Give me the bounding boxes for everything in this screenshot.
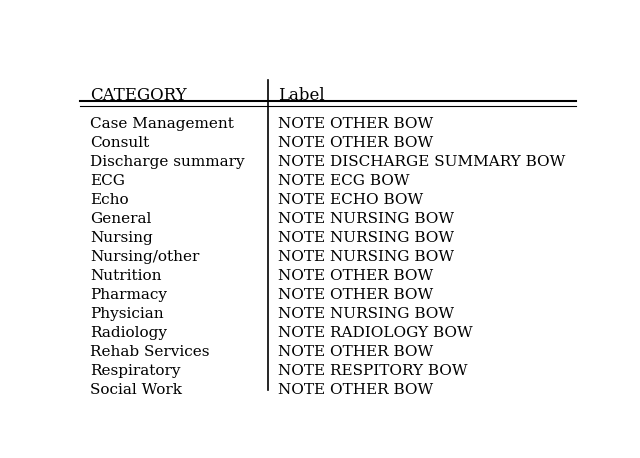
Text: Pharmacy: Pharmacy <box>90 288 167 302</box>
Text: NOTE RADIOLOGY BOW: NOTE RADIOLOGY BOW <box>278 326 473 340</box>
Text: NOTE NURSING BOW: NOTE NURSING BOW <box>278 307 454 321</box>
Text: NOTE NURSING BOW: NOTE NURSING BOW <box>278 250 454 264</box>
Text: Nursing: Nursing <box>90 231 153 245</box>
Text: NOTE RESPITORY BOW: NOTE RESPITORY BOW <box>278 364 468 378</box>
Text: Nursing/other: Nursing/other <box>90 250 199 264</box>
Text: NOTE NURSING BOW: NOTE NURSING BOW <box>278 212 454 226</box>
Text: Rehab Services: Rehab Services <box>90 345 209 359</box>
Text: NOTE DISCHARGE SUMMARY BOW: NOTE DISCHARGE SUMMARY BOW <box>278 155 566 169</box>
Text: Echo: Echo <box>90 193 129 207</box>
Text: Physician: Physician <box>90 307 164 321</box>
Text: NOTE OTHER BOW: NOTE OTHER BOW <box>278 345 433 359</box>
Text: CATEGORY: CATEGORY <box>90 87 186 104</box>
Text: NOTE NURSING BOW: NOTE NURSING BOW <box>278 231 454 245</box>
Text: General: General <box>90 212 151 226</box>
Text: NOTE OTHER BOW: NOTE OTHER BOW <box>278 117 433 131</box>
Text: Discharge summary: Discharge summary <box>90 155 244 169</box>
Text: NOTE OTHER BOW: NOTE OTHER BOW <box>278 288 433 302</box>
Text: Radiology: Radiology <box>90 326 167 340</box>
Text: NOTE OTHER BOW: NOTE OTHER BOW <box>278 136 433 150</box>
Text: Label: Label <box>278 87 325 104</box>
Text: Social Work: Social Work <box>90 383 182 397</box>
Text: NOTE OTHER BOW: NOTE OTHER BOW <box>278 383 433 397</box>
Text: NOTE OTHER BOW: NOTE OTHER BOW <box>278 269 433 283</box>
Text: Nutrition: Nutrition <box>90 269 161 283</box>
Text: ECG: ECG <box>90 174 125 188</box>
Text: NOTE ECHO BOW: NOTE ECHO BOW <box>278 193 424 207</box>
Text: Consult: Consult <box>90 136 149 150</box>
Text: NOTE ECG BOW: NOTE ECG BOW <box>278 174 410 188</box>
Text: Case Management: Case Management <box>90 117 234 131</box>
Text: Respiratory: Respiratory <box>90 364 180 378</box>
